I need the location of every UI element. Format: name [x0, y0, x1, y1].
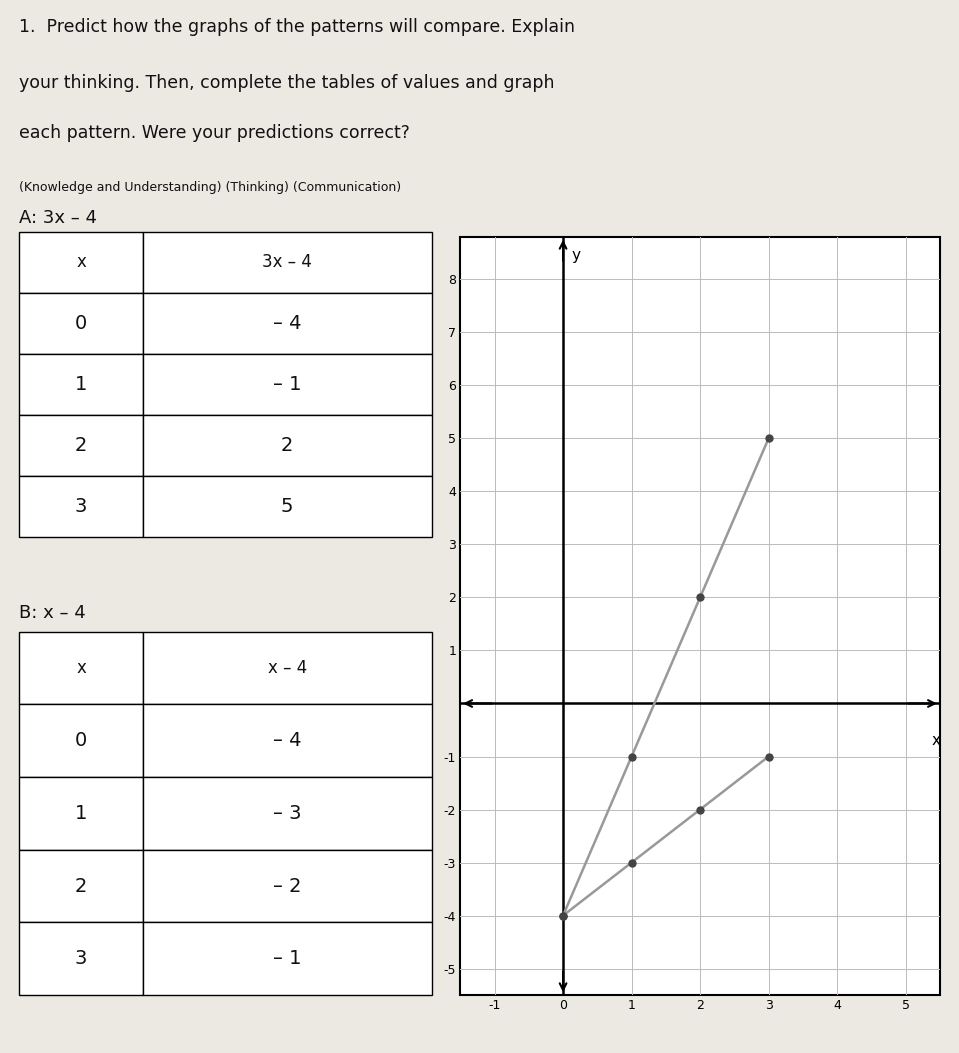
- Text: 0: 0: [75, 731, 87, 751]
- Text: 0: 0: [75, 314, 87, 333]
- Text: 3x – 4: 3x – 4: [262, 253, 313, 272]
- FancyBboxPatch shape: [19, 232, 143, 293]
- FancyBboxPatch shape: [143, 850, 432, 922]
- FancyBboxPatch shape: [143, 232, 432, 293]
- FancyBboxPatch shape: [19, 354, 143, 415]
- FancyBboxPatch shape: [19, 922, 143, 995]
- FancyBboxPatch shape: [19, 476, 143, 537]
- Text: 1: 1: [75, 803, 87, 823]
- Text: – 1: – 1: [273, 375, 301, 394]
- Text: 2: 2: [75, 876, 87, 896]
- FancyBboxPatch shape: [19, 632, 143, 704]
- Text: each pattern. Were your predictions correct?: each pattern. Were your predictions corr…: [19, 124, 410, 142]
- FancyBboxPatch shape: [143, 354, 432, 415]
- FancyBboxPatch shape: [19, 777, 143, 850]
- Text: y: y: [572, 247, 580, 262]
- Text: x: x: [932, 733, 941, 748]
- Text: – 3: – 3: [273, 803, 301, 823]
- FancyBboxPatch shape: [143, 704, 432, 777]
- Text: 2: 2: [75, 436, 87, 455]
- FancyBboxPatch shape: [143, 415, 432, 476]
- Text: x: x: [76, 253, 86, 272]
- Text: 1.  Predict how the graphs of the patterns will compare. Explain: 1. Predict how the graphs of the pattern…: [19, 18, 575, 37]
- Text: (Knowledge and Understanding) (Thinking) (Communication): (Knowledge and Understanding) (Thinking)…: [19, 181, 401, 194]
- Text: x: x: [76, 659, 86, 677]
- Text: 1: 1: [75, 375, 87, 394]
- Bar: [460, 237, 940, 995]
- Text: 5: 5: [281, 497, 293, 516]
- Text: – 2: – 2: [273, 876, 301, 896]
- FancyBboxPatch shape: [143, 777, 432, 850]
- FancyBboxPatch shape: [19, 704, 143, 777]
- Text: x – 4: x – 4: [268, 659, 307, 677]
- FancyBboxPatch shape: [19, 293, 143, 354]
- FancyBboxPatch shape: [143, 476, 432, 537]
- Text: – 4: – 4: [273, 314, 301, 333]
- Text: 3: 3: [75, 949, 87, 969]
- Text: A: 3x – 4: A: 3x – 4: [19, 210, 97, 227]
- Text: 3: 3: [75, 497, 87, 516]
- Text: – 1: – 1: [273, 949, 301, 969]
- Text: 2: 2: [281, 436, 293, 455]
- FancyBboxPatch shape: [143, 293, 432, 354]
- Text: – 4: – 4: [273, 731, 301, 751]
- FancyBboxPatch shape: [19, 415, 143, 476]
- FancyBboxPatch shape: [143, 922, 432, 995]
- Text: your thinking. Then, complete the tables of values and graph: your thinking. Then, complete the tables…: [19, 74, 554, 92]
- Text: B: x – 4: B: x – 4: [19, 604, 86, 622]
- FancyBboxPatch shape: [143, 632, 432, 704]
- FancyBboxPatch shape: [19, 850, 143, 922]
